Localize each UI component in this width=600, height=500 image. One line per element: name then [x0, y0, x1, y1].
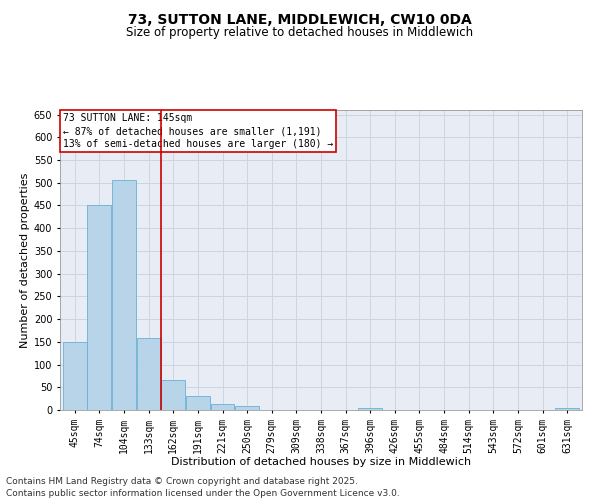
Text: Size of property relative to detached houses in Middlewich: Size of property relative to detached ho…: [127, 26, 473, 39]
Bar: [88, 206, 112, 410]
Bar: [186, 396, 210, 410]
Bar: [137, 338, 161, 410]
Bar: [112, 180, 136, 410]
Y-axis label: Number of detached properties: Number of detached properties: [20, 172, 29, 348]
Text: 73, SUTTON LANE, MIDDLEWICH, CW10 0DA: 73, SUTTON LANE, MIDDLEWICH, CW10 0DA: [128, 12, 472, 26]
Bar: [63, 342, 87, 410]
Bar: [211, 404, 235, 410]
Bar: [555, 408, 579, 410]
Text: Contains HM Land Registry data © Crown copyright and database right 2025.
Contai: Contains HM Land Registry data © Crown c…: [6, 476, 400, 498]
Bar: [358, 408, 382, 410]
Bar: [235, 406, 259, 410]
Bar: [161, 380, 185, 410]
X-axis label: Distribution of detached houses by size in Middlewich: Distribution of detached houses by size …: [171, 457, 471, 467]
Text: 73 SUTTON LANE: 145sqm
← 87% of detached houses are smaller (1,191)
13% of semi-: 73 SUTTON LANE: 145sqm ← 87% of detached…: [62, 113, 333, 150]
